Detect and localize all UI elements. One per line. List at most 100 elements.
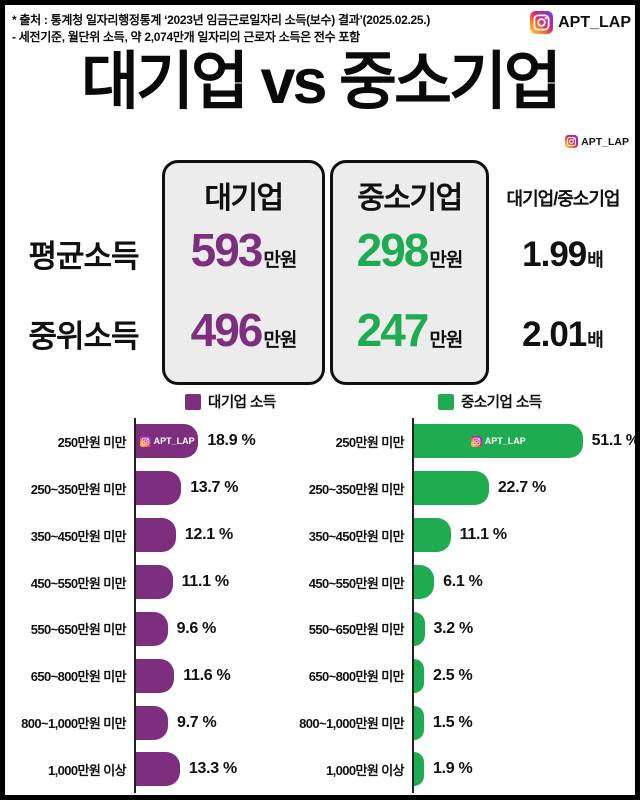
- bar-area: 13.7 %: [134, 464, 323, 512]
- value-label: 13.3 %: [188, 760, 237, 778]
- category-label: 550~650만원 미만: [30, 622, 127, 638]
- chart-row: 350~450만원 미만 11.1 %: [285, 511, 633, 559]
- value-label: 1.5 %: [433, 713, 473, 731]
- chart-row: 550~650만원 미만 3.2 %: [285, 605, 633, 653]
- bar: [414, 705, 424, 740]
- category-label: 650~800만원 미만: [30, 669, 127, 685]
- bar: [136, 705, 168, 740]
- category-label: 450~550만원 미만: [30, 575, 127, 591]
- bar: [414, 752, 424, 787]
- value-label: 11.1 %: [459, 526, 507, 544]
- instagram-handle-top: APT_LAP: [530, 11, 631, 34]
- bar-area: APT_LAP 51.1 %: [412, 418, 635, 465]
- chart-small-company-income: 250만원 미만 APT_LAP 51.1 % 250~350만원 미만 22.7 % 3…: [285, 418, 635, 793]
- chart-row: 650~800만원 미만 11.6 %: [7, 652, 323, 700]
- bar-area: 1.9 %: [412, 746, 633, 793]
- value-label: 9.7 %: [177, 713, 217, 731]
- legend-label: 대기업 소득: [208, 395, 276, 411]
- handle-text: APT_LAP: [581, 135, 629, 148]
- mean-number: 298: [356, 224, 430, 276]
- chart-row: 650~800만원 미만 2.5 %: [285, 652, 633, 700]
- small-company-median-value: 247 만원: [333, 303, 486, 357]
- legend-small-company: 중소기업 소득: [438, 391, 542, 412]
- small-company-header: 중소기업: [357, 182, 463, 215]
- bar-area: 9.7 %: [134, 699, 323, 747]
- value-label: 11.1 %: [181, 573, 229, 590]
- ratio-column-header: 대기업/중소기업: [506, 189, 621, 209]
- value-label: 9.6 %: [176, 619, 217, 637]
- value-label: 1.9 %: [433, 760, 473, 778]
- instagram-icon: [565, 135, 578, 148]
- category-label: 250~350만원 미만: [30, 481, 127, 497]
- bar: [136, 611, 168, 646]
- value-label: 3.2 %: [433, 619, 474, 637]
- value-label: 2.5 %: [433, 666, 473, 684]
- chart-row: 450~550만원 미만 11.1 %: [7, 558, 323, 606]
- value-label: 12.1 %: [184, 526, 233, 544]
- instagram-icon: [471, 436, 482, 447]
- row-label-median-income: 중위소득: [28, 319, 139, 354]
- ratio-unit: 배: [587, 250, 604, 270]
- bar: [136, 565, 173, 599]
- bar: [414, 658, 424, 693]
- ratio-number: 1.99: [522, 235, 587, 274]
- large-company-mean-value: 593 만원: [165, 223, 322, 277]
- chart-large-company-income: 250만원 미만 APT_LAP 18.9 % 250~350만원 미만 13.7 % 3…: [7, 418, 323, 793]
- chart-row: 250만원 미만 APT_LAP 18.9 %: [7, 418, 323, 465]
- category-label: 250만원 미만: [57, 434, 127, 450]
- chart-row: 450~550만원 미만 6.1 %: [285, 558, 633, 606]
- currency-unit: 만원: [263, 250, 297, 271]
- bar: APT_LAP: [136, 424, 199, 459]
- legend-large-company: 대기업 소득: [185, 391, 276, 412]
- median-number: 496: [190, 304, 264, 356]
- median-number: 247: [356, 304, 430, 356]
- bar-area: 1.5 %: [412, 699, 633, 747]
- large-company-header: 대기업: [204, 182, 284, 215]
- bar: [136, 471, 182, 506]
- bar: [136, 518, 176, 553]
- bar-area: 11.1 %: [134, 558, 323, 606]
- instagram-watermark: APT_LAP: [140, 436, 195, 447]
- legend-label: 중소기업 소득: [461, 395, 542, 411]
- large-company-median-value: 496 만원: [165, 303, 322, 357]
- bar-area: 2.5 %: [412, 652, 633, 700]
- small-company-box: 중소기업 298 만원 247 만원: [330, 160, 489, 385]
- bar-area: 12.1 %: [134, 511, 323, 559]
- category-label: 250만원 미만: [335, 434, 405, 450]
- chart-row: 800~1,000만원 미만 9.7 %: [7, 699, 323, 747]
- chart-row: 800~1,000만원 미만 1.5 %: [285, 699, 633, 747]
- bar-area: APT_LAP 18.9 %: [134, 418, 323, 465]
- category-label: 350~450만원 미만: [30, 528, 127, 544]
- bar: [414, 518, 451, 553]
- bar-area: 11.1 %: [412, 511, 633, 559]
- instagram-handle-under-title: APT_LAP: [565, 135, 629, 148]
- category-label: 1,000만원 이상: [326, 762, 405, 778]
- category-label: 800~1,000만원 미만: [21, 716, 126, 732]
- category-label: 1,000만원 이상: [48, 762, 127, 778]
- chart-row: 350~450만원 미만 12.1 %: [7, 511, 323, 559]
- value-label: 13.7 %: [190, 479, 239, 497]
- bar-area: 22.7 %: [412, 464, 633, 512]
- chart-row: 250~350만원 미만 22.7 %: [285, 464, 633, 512]
- watermark-text: APT_LAP: [484, 436, 526, 447]
- legend-swatch-purple: [185, 393, 201, 410]
- value-label: 22.7 %: [497, 479, 546, 497]
- category-label: 250~350만원 미만: [308, 481, 405, 497]
- category-label: 650~800만원 미만: [308, 669, 405, 685]
- small-company-mean-value: 298 만원: [333, 223, 486, 277]
- currency-unit: 만원: [429, 330, 463, 351]
- ratio-number: 2.01: [522, 315, 587, 354]
- mean-ratio-value: 1.99배: [486, 235, 635, 275]
- currency-unit: 만원: [429, 250, 463, 271]
- source-line-1: * 출처 : 통계청 일자리행정통계 ‘2023년 임금근로일자리 소득(보수)…: [12, 13, 431, 27]
- bar-area: 11.6 %: [134, 652, 323, 700]
- source-line-2: - 세전기준, 월단위 소득, 약 2,074만개 일자리의 근로자 소득은 전…: [12, 30, 360, 44]
- median-ratio-value: 2.01배: [486, 315, 635, 355]
- bar-area: 6.1 %: [412, 558, 633, 606]
- value-label: 51.1 %: [591, 432, 640, 450]
- category-label: 350~450만원 미만: [308, 528, 405, 544]
- row-label-mean-income: 평균소득: [28, 239, 139, 274]
- chart-row: 550~650만원 미만 9.6 %: [7, 605, 323, 653]
- value-label: 18.9 %: [207, 432, 256, 450]
